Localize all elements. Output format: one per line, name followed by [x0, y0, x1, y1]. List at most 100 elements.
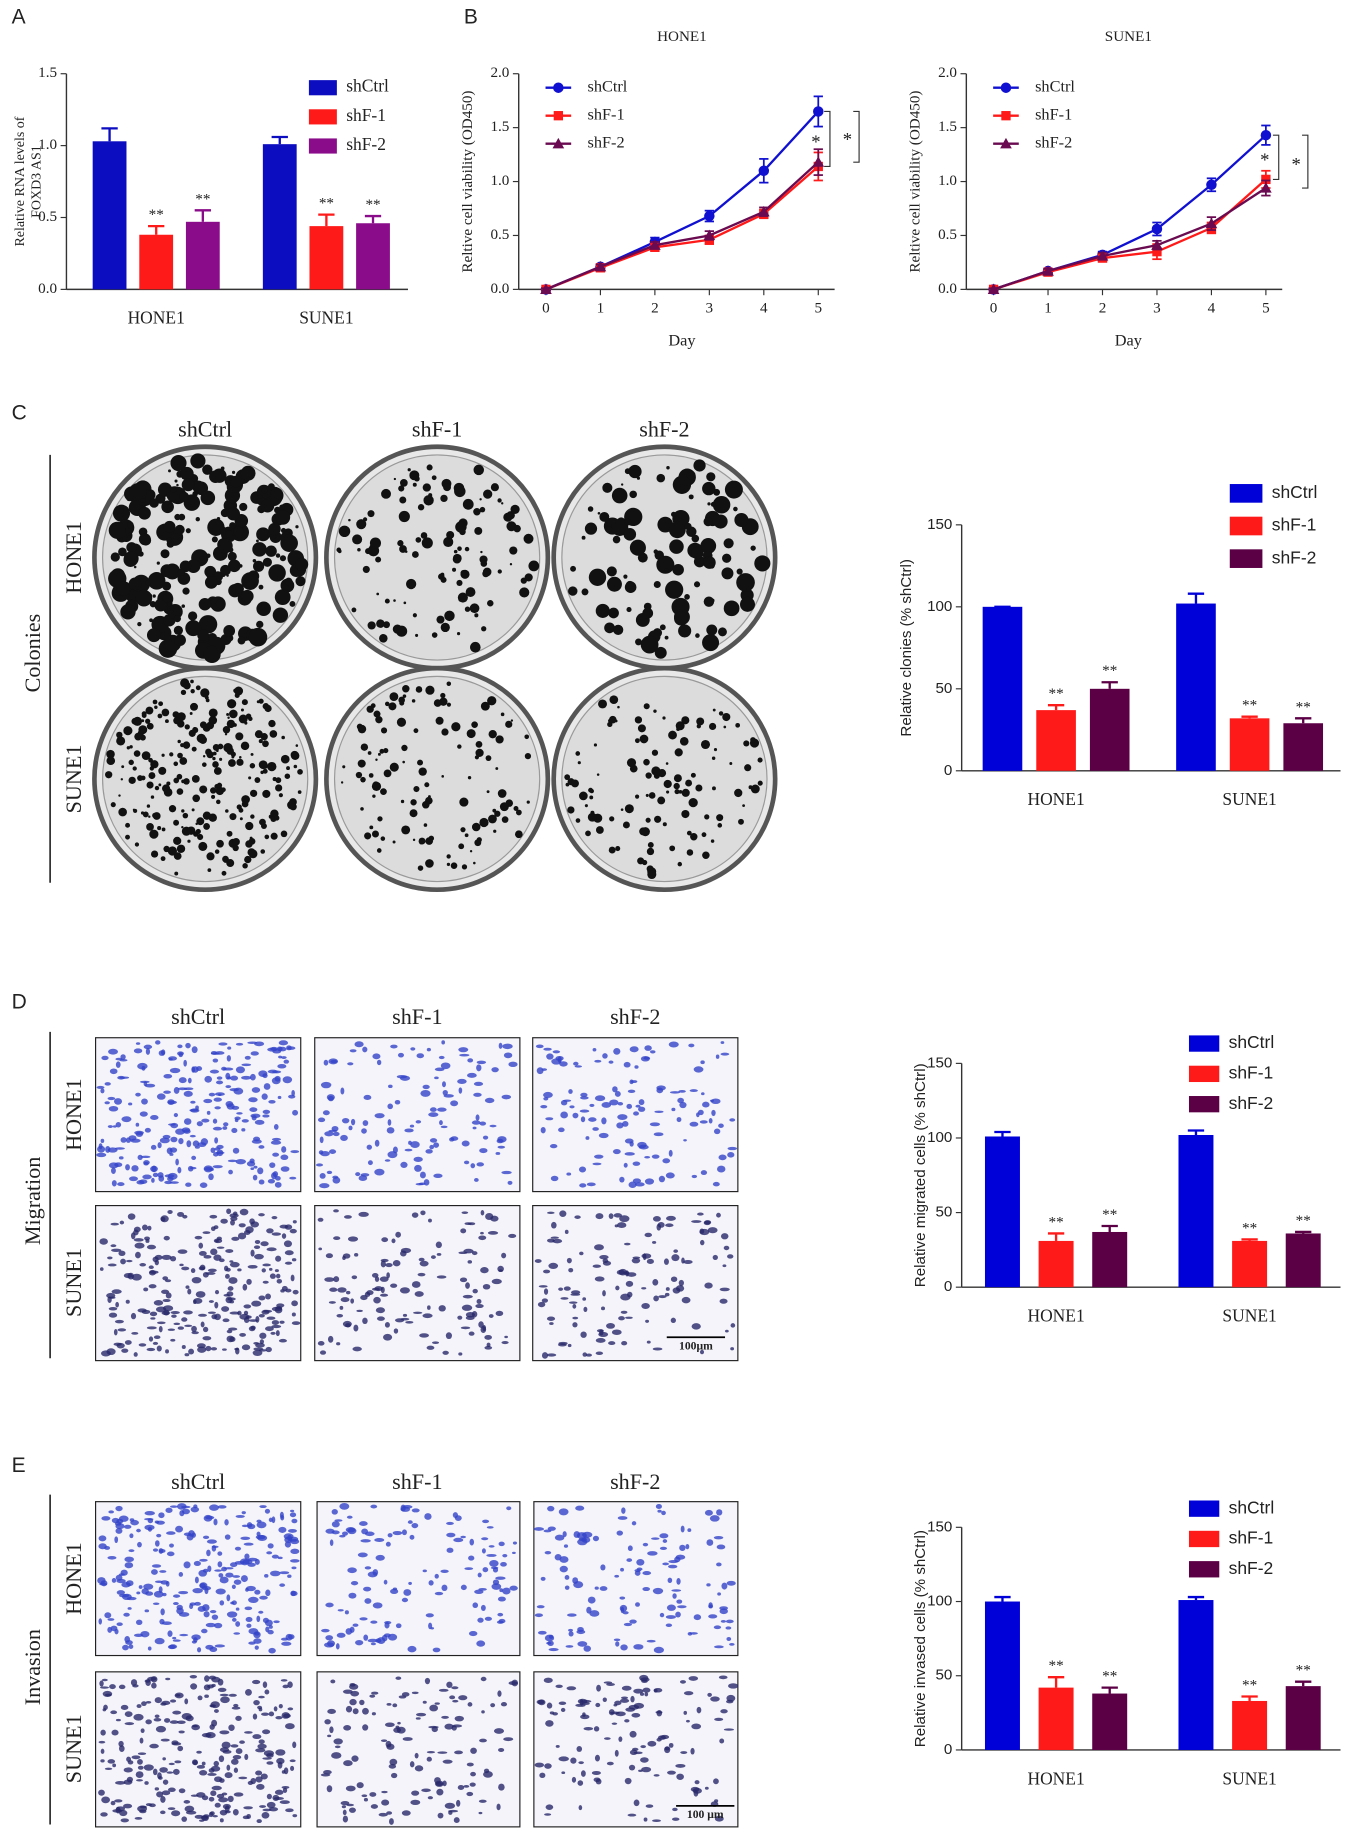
- cell: [387, 1103, 394, 1110]
- cell: [100, 1812, 108, 1817]
- cell: [644, 1045, 652, 1051]
- cell: [289, 1228, 297, 1234]
- colony: [168, 805, 177, 813]
- cell: [349, 1683, 359, 1690]
- cell: [570, 1293, 581, 1296]
- cell: [137, 1541, 142, 1548]
- cell: [713, 1625, 722, 1630]
- cell: [268, 1625, 273, 1629]
- colony: [240, 708, 244, 712]
- cell: [212, 1058, 219, 1063]
- cell: [205, 1732, 216, 1739]
- cell: [178, 1077, 187, 1084]
- cell: [613, 1703, 618, 1707]
- colony: [250, 814, 255, 819]
- cell: [213, 1097, 222, 1102]
- colony: [174, 513, 181, 521]
- colony: [665, 580, 684, 599]
- colony: [134, 842, 140, 847]
- cell: [101, 1055, 109, 1061]
- colony: [637, 724, 646, 733]
- cell: [688, 1676, 699, 1681]
- cell: [177, 1211, 185, 1217]
- cell: [179, 1263, 184, 1267]
- cell: [254, 1119, 265, 1125]
- colony: [608, 715, 617, 724]
- colony: [212, 761, 219, 768]
- colony: [597, 511, 601, 515]
- colony: [396, 625, 408, 637]
- row-label: HONE1: [61, 1542, 86, 1615]
- cell: [230, 1744, 239, 1748]
- cell: [373, 1296, 381, 1304]
- colony: [648, 792, 656, 799]
- cell: [209, 1214, 218, 1219]
- cell: [595, 1778, 602, 1785]
- cell: [107, 1555, 117, 1560]
- legend-swatch: [308, 80, 337, 96]
- cell: [190, 1794, 199, 1797]
- significance: **: [1242, 1219, 1257, 1236]
- cell: [427, 1305, 431, 1310]
- cell: [408, 1581, 412, 1585]
- cell: [599, 1255, 609, 1260]
- colony: [226, 859, 235, 868]
- cell: [571, 1776, 577, 1783]
- x-axis-label: Day: [1115, 331, 1143, 350]
- colony: [203, 823, 210, 830]
- colony: [106, 756, 116, 766]
- colony: [584, 522, 598, 535]
- colony: [668, 730, 677, 740]
- colony: [453, 549, 458, 554]
- cell: [259, 1505, 267, 1508]
- cell: [559, 1556, 569, 1563]
- cell: [463, 1160, 470, 1165]
- cell: [546, 1702, 553, 1709]
- cell: [163, 1073, 173, 1079]
- cell: [428, 1112, 439, 1117]
- cell: [344, 1610, 349, 1615]
- cell: [490, 1566, 499, 1570]
- colony: [116, 507, 124, 515]
- cell: [136, 1591, 141, 1595]
- cell: [183, 1090, 193, 1097]
- colony: [625, 580, 635, 590]
- colony: [240, 589, 254, 603]
- colony: [611, 518, 629, 536]
- cell: [635, 1602, 640, 1607]
- cell: [678, 1090, 686, 1093]
- colony: [244, 721, 248, 725]
- cell: [360, 1539, 371, 1543]
- cell: [123, 1779, 133, 1785]
- cell: [440, 1062, 451, 1070]
- cell: [289, 1759, 296, 1763]
- colony: [142, 811, 149, 818]
- cell: [363, 1094, 372, 1101]
- cell: [460, 1326, 471, 1330]
- colony: [141, 711, 147, 717]
- cell: [275, 1255, 282, 1262]
- colony: [681, 716, 690, 725]
- cell: [618, 1736, 623, 1742]
- cell: [337, 1287, 347, 1293]
- cell: [567, 1613, 577, 1617]
- colony: [673, 774, 682, 783]
- cell: [202, 1326, 209, 1333]
- cell: [123, 1273, 133, 1279]
- cell: [394, 1318, 405, 1323]
- colony: [585, 830, 591, 837]
- cell: [165, 1677, 171, 1681]
- colony: [226, 830, 233, 837]
- colony: [216, 517, 221, 521]
- cell: [603, 1681, 613, 1684]
- cell: [395, 1231, 401, 1238]
- colony: [686, 849, 694, 856]
- cell: [235, 1748, 243, 1755]
- cell: [205, 1622, 216, 1628]
- legend-swatch: [1188, 1561, 1220, 1578]
- cell: [250, 1221, 260, 1228]
- cell: [616, 1530, 624, 1536]
- cell: [349, 1049, 357, 1053]
- cell: [451, 1686, 459, 1690]
